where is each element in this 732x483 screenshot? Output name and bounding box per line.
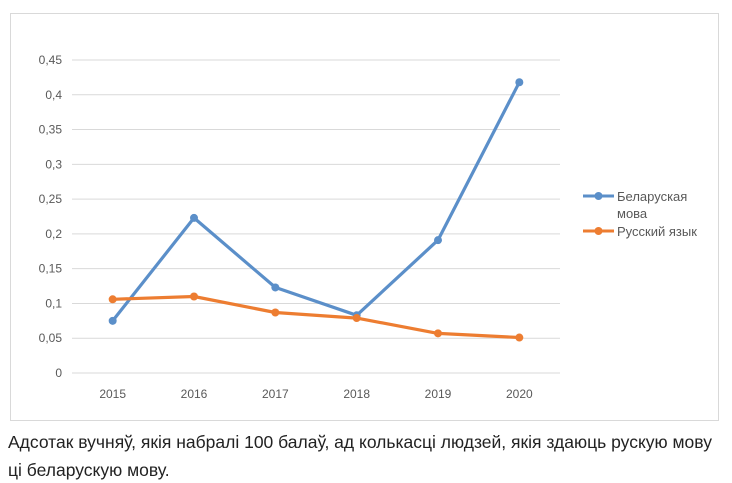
chart-frame bbox=[10, 13, 719, 421]
series-line-1 bbox=[111, 294, 521, 340]
data-point bbox=[190, 213, 198, 222]
data-point bbox=[108, 316, 117, 325]
legend: Беларуская мова Русский язык bbox=[583, 189, 697, 239]
line-chart: 00,050,10,150,20,250,30,350,40,45 2015 20… bbox=[39, 53, 698, 401]
legend-label: мова bbox=[617, 206, 648, 221]
series-line-0 bbox=[111, 80, 521, 323]
y-tick-label: 0,45 bbox=[39, 53, 63, 67]
data-point bbox=[271, 283, 280, 292]
data-point bbox=[434, 329, 442, 338]
x-tick-label: 2015 bbox=[99, 387, 126, 401]
chart-caption: Адсотак вучняў, якія набралі 100 балаў, … bbox=[8, 432, 712, 480]
y-tick-label: 0 bbox=[55, 366, 62, 380]
x-tick-label: 2016 bbox=[181, 387, 208, 401]
data-point bbox=[515, 333, 524, 342]
data-point bbox=[434, 236, 442, 245]
y-axis-tick-labels: 0 0,05 0,1 0,15 0,2 0,25 0,3 0,35 0,4 0,45 bbox=[39, 53, 63, 380]
y-tick-label: 0,3 bbox=[45, 157, 62, 171]
y-tick-label: 0,4 bbox=[45, 88, 62, 102]
y-tick-label: 0,25 bbox=[39, 192, 63, 206]
y-tick-label: 0,1 bbox=[45, 296, 62, 310]
y-tick-label: 0,15 bbox=[39, 262, 63, 276]
y-tick-label: 0,05 bbox=[39, 331, 63, 345]
gridlines bbox=[72, 59, 560, 374]
x-tick-label: 2019 bbox=[425, 387, 452, 401]
y-tick-label: 0,35 bbox=[39, 123, 63, 137]
x-tick-label: 2020 bbox=[506, 387, 533, 401]
y-tick-label: 0,2 bbox=[45, 227, 62, 241]
legend-label: Русский язык bbox=[617, 224, 697, 239]
legend-swatch-marker bbox=[594, 192, 603, 200]
data-point bbox=[352, 314, 361, 323]
legend-label: Беларуская bbox=[617, 189, 687, 204]
x-axis-tick-labels: 2015 2016 2017 2018 2019 2020 bbox=[99, 387, 533, 401]
x-tick-label: 2017 bbox=[262, 387, 289, 401]
x-tick-label: 2018 bbox=[343, 387, 370, 401]
series-lines bbox=[108, 78, 524, 342]
data-point bbox=[271, 308, 280, 317]
legend-swatch-marker bbox=[594, 227, 603, 235]
data-point bbox=[190, 292, 198, 301]
data-point bbox=[108, 295, 117, 304]
data-point bbox=[515, 78, 524, 87]
